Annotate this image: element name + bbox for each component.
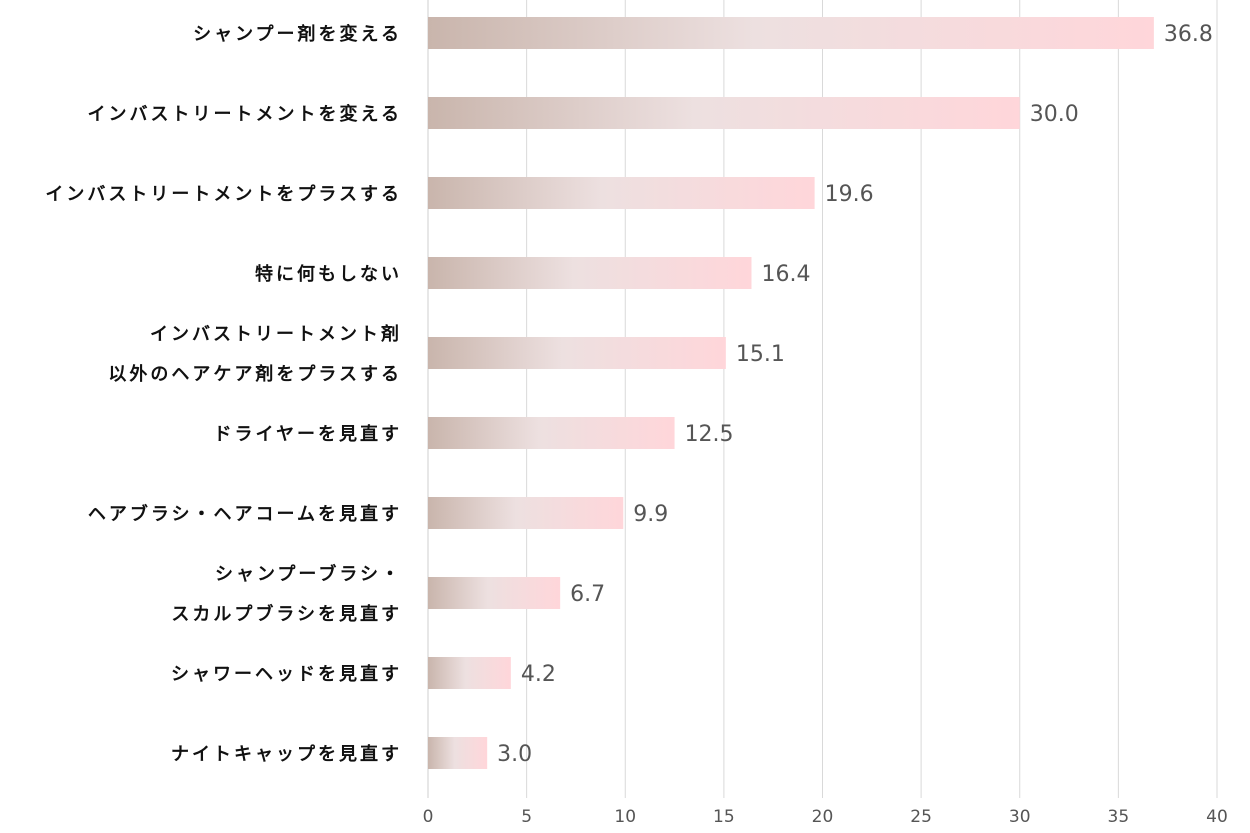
bar	[428, 497, 624, 529]
category-label: インバストリートメントを変える	[88, 103, 402, 125]
bar	[428, 97, 1020, 129]
x-tick-label: 5	[521, 807, 532, 827]
data-label: 4.2	[521, 662, 556, 687]
x-tick-label: 25	[910, 807, 932, 827]
category-label: シャンプー剤を変える	[193, 23, 402, 45]
bars	[428, 17, 1154, 769]
data-label: 15.1	[736, 342, 785, 367]
x-tick-label: 35	[1108, 807, 1130, 827]
data-label: 30.0	[1030, 102, 1079, 127]
gridlines	[427, 0, 1218, 798]
x-axis-ticks: 0 5 10 15 20 25 30 35 40	[423, 807, 1228, 827]
x-tick-label: 30	[1009, 807, 1031, 827]
data-label: 36.8	[1164, 22, 1213, 47]
x-tick-label: 15	[713, 807, 735, 827]
data-label: 16.4	[761, 262, 810, 287]
category-label: インバストリートメント剤	[150, 323, 402, 345]
bar	[428, 257, 752, 289]
bar	[428, 577, 561, 609]
category-label: 特に何もしない	[255, 263, 402, 285]
category-label: ドライヤーを見直す	[214, 423, 402, 445]
data-label: 6.7	[570, 582, 605, 607]
category-label: シャワーヘッドを見直す	[171, 663, 402, 685]
category-label: ヘアブラシ・ヘアコームを見直す	[88, 503, 402, 525]
value-labels: 36.8 30.0 19.6 16.4 15.1 12.5 9.9 6.7 4.2 3.0	[497, 22, 1213, 767]
data-label: 19.6	[825, 182, 874, 207]
category-label: シャンプーブラシ・	[215, 563, 402, 585]
data-label: 9.9	[633, 502, 668, 527]
category-label: インバストリートメントをプラスする	[45, 183, 402, 205]
bar	[428, 737, 488, 769]
bar	[428, 17, 1154, 49]
category-label: ナイトキャップを見直す	[171, 743, 402, 765]
bar	[428, 417, 675, 449]
data-label: 12.5	[685, 422, 734, 447]
category-label: 以外のヘアケア剤をプラスする	[108, 363, 402, 385]
data-label: 3.0	[497, 742, 532, 767]
bar	[428, 657, 511, 689]
x-tick-label: 10	[614, 807, 636, 827]
x-tick-label: 0	[423, 807, 434, 827]
bar	[428, 177, 815, 209]
bar	[428, 337, 726, 369]
category-labels: シャンプー剤を変えるインバストリートメントを変えるインバストリートメントをプラス…	[45, 23, 402, 765]
x-tick-label: 40	[1206, 807, 1228, 827]
category-label: スカルプブラシを見直す	[171, 603, 402, 625]
x-tick-label: 20	[812, 807, 834, 827]
